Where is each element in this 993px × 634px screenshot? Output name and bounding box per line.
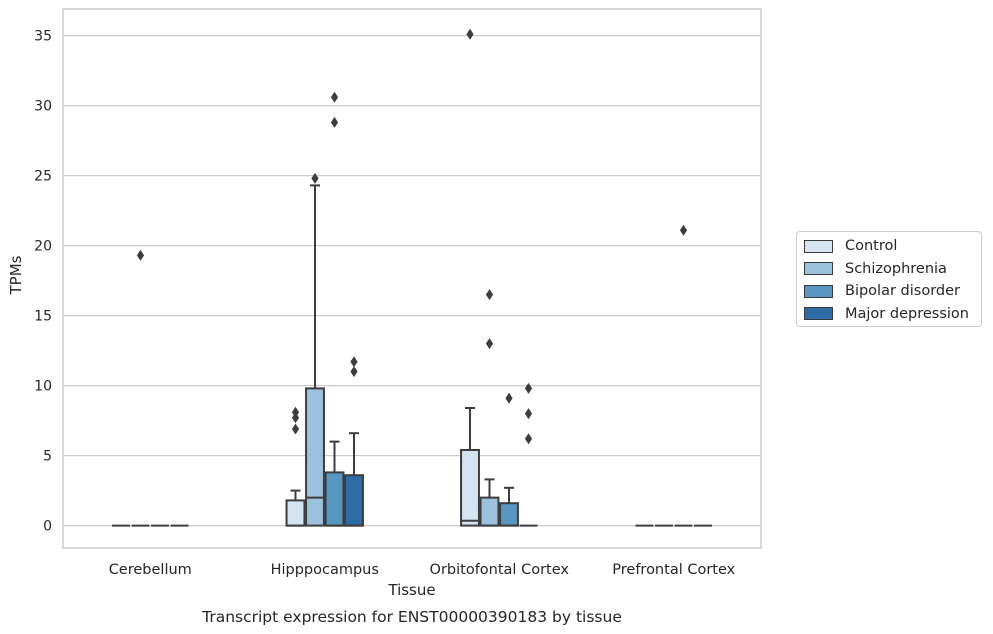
outlier-bipolar-disorder-orbitofontal-cortex-0 — [505, 392, 513, 404]
outlier-control-orbitofontal-cortex-0 — [466, 28, 474, 40]
box-body-schizophrenia-hipppocampus — [305, 387, 325, 527]
outlier-major-depression-orbitofontal-cortex-0 — [524, 433, 533, 445]
outlier-control-hipppocampus-2 — [291, 406, 300, 418]
outlier-bipolar-disorder-prefrontal-cortex-0 — [679, 224, 688, 236]
y-tick-label-20: 20 — [34, 239, 52, 255]
outlier-major-depression-orbitofontal-cortex-2 — [524, 382, 533, 394]
y-tick-label-30: 30 — [34, 99, 52, 115]
box-control-hipppocampus — [285, 489, 306, 527]
y-tick-label-15: 15 — [34, 309, 52, 325]
outlier-major-depression-hipppocampus-0 — [350, 366, 358, 378]
outlier-major-depression-orbitofontal-cortex-1 — [524, 408, 533, 420]
outlier-control-hipppocampus-1 — [291, 412, 300, 424]
legend-item-control: Control — [804, 235, 981, 258]
box-body-major-depression-hipppocampus — [344, 474, 364, 527]
gridlines — [63, 34, 761, 527]
legend: Control Schizophrenia Bipolar disorder M… — [796, 231, 982, 327]
y-tick-label-35: 35 — [34, 29, 52, 45]
box-control-orbitofontal-cortex — [460, 407, 480, 527]
x-tick-label-hipppocampus: Hipppocampus — [271, 562, 379, 578]
outlier-control-hipppocampus-0 — [291, 423, 300, 435]
y-tick-label-25: 25 — [34, 169, 52, 185]
outliers — [136, 28, 688, 445]
box-body-bipolar-disorder-hipppocampus — [324, 471, 345, 527]
legend-label-schizophrenia: Schizophrenia — [845, 260, 947, 277]
outlier-bipolar-disorder-hipppocampus-1 — [330, 91, 339, 103]
outlier-schizophrenia-orbitofontal-cortex-1 — [485, 289, 494, 301]
legend-label-major-depression: Major depression — [845, 305, 969, 322]
box-schizophrenia-hipppocampus — [305, 184, 325, 527]
outlier-schizophrenia-cerebellum-0 — [136, 249, 145, 261]
y-tick-label-0: 0 — [43, 519, 52, 535]
legend-swatch-control — [804, 239, 833, 253]
x-tick-label-orbitofontal-cortex: Orbitofontal Cortex — [430, 562, 570, 578]
y-axis-label: TPMs — [7, 255, 25, 295]
box-body-schizophrenia-orbitofontal-cortex — [479, 496, 500, 527]
legend-item-major-depression: Major depression — [804, 303, 981, 326]
legend-item-bipolar-disorder: Bipolar disorder — [804, 280, 981, 303]
box-schizophrenia-orbitofontal-cortex — [479, 478, 500, 527]
x-axis-label: Tissue — [387, 581, 435, 599]
boxes — [112, 184, 712, 527]
plot-area-frame — [62, 8, 762, 549]
y-tick-label-5: 5 — [43, 449, 52, 465]
legend-label-bipolar-disorder: Bipolar disorder — [845, 283, 960, 300]
box-body-control-hipppocampus — [285, 499, 306, 527]
x-tick-labels: Cerebellum Hipppocampus Orbitofontal Corte… — [109, 562, 736, 578]
box-bipolar-disorder-orbitofontal-cortex — [499, 486, 519, 527]
figure-caption: Transcript expression for ENST0000039018… — [201, 608, 622, 626]
x-tick-label-prefrontal-cortex: Prefrontal Cortex — [612, 562, 735, 578]
legend-swatch-major-depression — [804, 307, 833, 321]
legend-swatch-bipolar-disorder — [804, 284, 833, 298]
box-body-control-orbitofontal-cortex — [460, 449, 480, 527]
legend-swatch-schizophrenia — [804, 262, 833, 276]
box-bipolar-disorder-hipppocampus — [324, 440, 345, 527]
outlier-schizophrenia-orbitofontal-cortex-0 — [485, 338, 494, 350]
outlier-major-depression-hipppocampus-1 — [350, 356, 358, 368]
y-tick-label-10: 10 — [34, 379, 52, 395]
box-body-bipolar-disorder-orbitofontal-cortex — [499, 502, 519, 527]
y-tick-labels: 0 5 10 15 20 25 30 35 — [34, 29, 52, 535]
box-major-depression-hipppocampus — [344, 432, 364, 527]
legend-item-schizophrenia: Schizophrenia — [804, 258, 981, 281]
outlier-bipolar-disorder-hipppocampus-0 — [330, 116, 339, 128]
legend-label-control: Control — [845, 238, 898, 255]
x-tick-label-cerebellum: Cerebellum — [109, 562, 192, 578]
outlier-schizophrenia-hipppocampus-0 — [311, 172, 319, 184]
